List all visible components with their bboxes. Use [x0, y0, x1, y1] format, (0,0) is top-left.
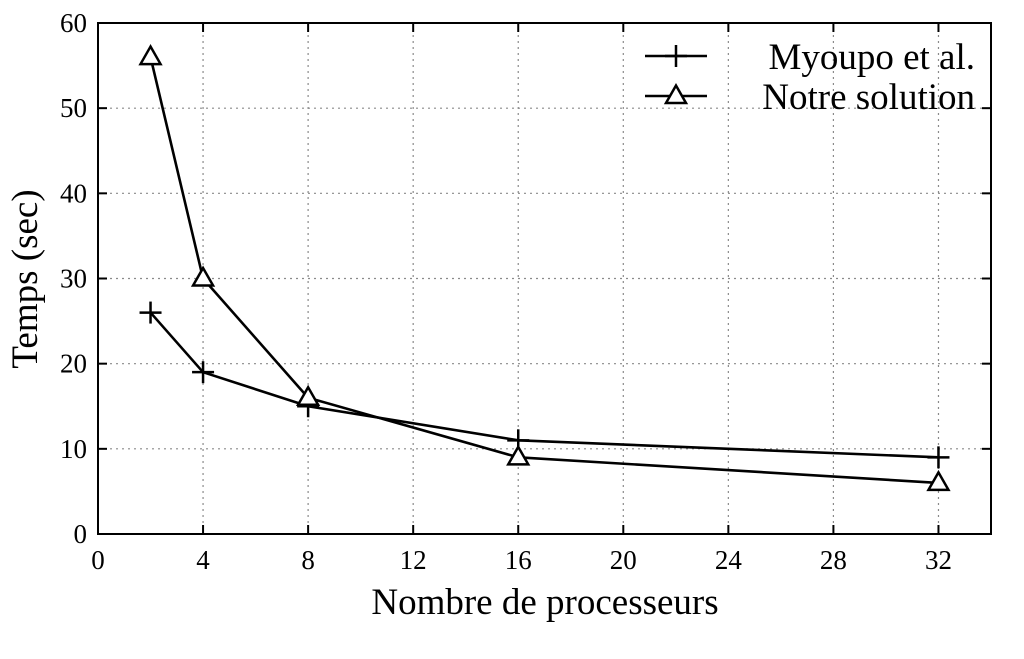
triangle-marker [506, 444, 531, 466]
x-tick-label: 28 [820, 545, 847, 575]
x-tick-label: 20 [610, 545, 637, 575]
grid [98, 23, 991, 534]
y-tick-label: 60 [60, 8, 87, 38]
x-tick-label: 16 [505, 545, 532, 575]
x-tick-label: 8 [301, 545, 315, 575]
y-axis-tick-labels: 0 10 20 30 40 50 60 [60, 8, 87, 549]
plus-marker [665, 45, 687, 67]
series-line-1 [149, 311, 939, 459]
y-tick-label: 40 [60, 178, 87, 208]
triangle-marker [138, 44, 163, 66]
legend-label: Notre solution [762, 77, 975, 118]
series-markers-1 [139, 301, 950, 469]
y-axis-title: Temps (sec) [5, 189, 46, 368]
triangle-marker [190, 265, 216, 287]
x-tick-label: 0 [91, 545, 105, 575]
y-tick-label: 20 [60, 349, 87, 379]
x-tick-label: 4 [196, 545, 210, 575]
x-axis-title: Nombre de processeurs [371, 582, 718, 623]
y-tick-label: 30 [60, 264, 87, 294]
x-tick-label: 24 [715, 545, 743, 575]
x-tick-label: 32 [925, 545, 952, 575]
plus-marker [139, 301, 162, 324]
y-tick-label: 50 [60, 93, 87, 123]
y-tick-label: 0 [74, 519, 88, 549]
legend: Myoupo et al.Notre solution [645, 37, 975, 118]
legend-entry: Notre solution [645, 77, 975, 118]
series-line-2 [149, 56, 939, 485]
triangle-marker [295, 384, 321, 406]
series-markers-2 [138, 44, 951, 492]
triangle-marker [926, 469, 951, 492]
plus-marker [192, 361, 215, 384]
x-axis-tick-labels: 0 4 8 12 16 20 24 28 32 [91, 545, 952, 575]
axis-ticks [97, 22, 991, 535]
legend-entry: Myoupo et al. [645, 37, 975, 78]
plus-marker [927, 446, 950, 469]
y-tick-label: 10 [60, 434, 87, 464]
triangle-marker [663, 82, 689, 105]
series-lines [138, 44, 951, 492]
x-tick-label: 12 [400, 545, 427, 575]
legend-label: Myoupo et al. [768, 37, 975, 78]
